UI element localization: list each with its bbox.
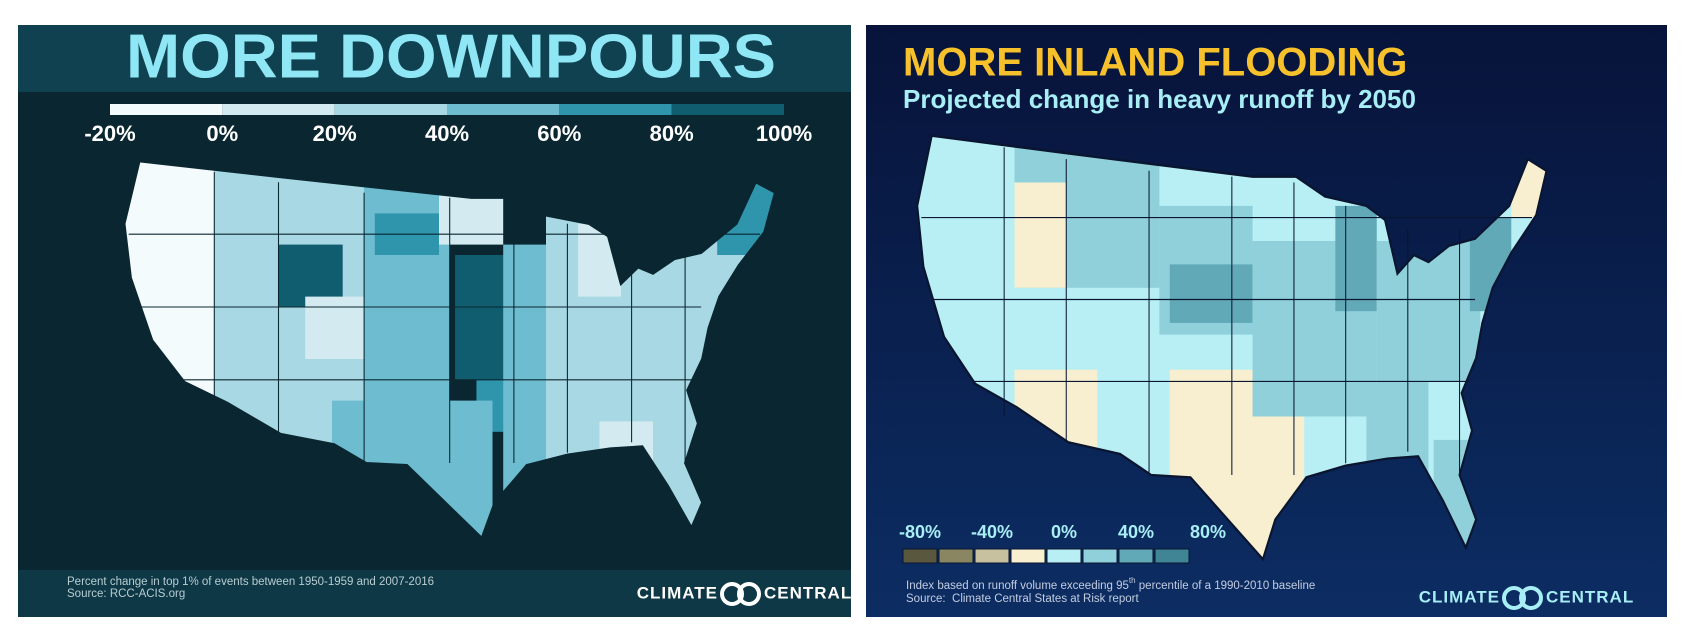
footnote: Index based on runoff volume exceeding 9… bbox=[906, 576, 1315, 592]
legend: -20% 0% 20% 40% 60% 80% 100% bbox=[84, 104, 812, 146]
footnote: Percent change in top 1% of events betwe… bbox=[67, 576, 434, 588]
legend-swatch bbox=[1046, 548, 1082, 564]
legend-swatch bbox=[1082, 548, 1118, 564]
legend-swatch bbox=[1118, 548, 1154, 564]
title: MORE DOWNPOURS bbox=[126, 25, 776, 91]
footnote-superscript: th bbox=[1129, 576, 1136, 585]
legend-label: 0% bbox=[206, 121, 238, 146]
footer-band bbox=[18, 570, 851, 617]
title: MORE INLAND FLOODING bbox=[903, 41, 1407, 85]
legend-label: 0% bbox=[1051, 522, 1077, 542]
logo-left: CLIMATE bbox=[637, 583, 718, 602]
downpours-panel: MORE DOWNPOURS -20% 0% 20% 40% 60% 80% 100% P bbox=[18, 25, 851, 617]
legend-label: 40% bbox=[425, 121, 469, 146]
legend-swatch bbox=[559, 104, 672, 115]
legend-label: 100% bbox=[756, 121, 812, 146]
legend-label: 80% bbox=[1190, 522, 1226, 542]
footnote-text: Index based on runoff volume exceeding 9… bbox=[906, 580, 1129, 592]
legend-label: 60% bbox=[537, 121, 581, 146]
logo-right: CENTRAL bbox=[764, 583, 851, 602]
legend-label: 80% bbox=[650, 121, 694, 146]
title-band bbox=[18, 25, 851, 92]
legend-swatch bbox=[938, 548, 974, 564]
legend: -80% -40% 0% 40% 80% bbox=[899, 522, 1226, 564]
legend-label: -20% bbox=[84, 121, 135, 146]
flooding-panel: MORE INLAND FLOODING Projected change in… bbox=[866, 25, 1667, 617]
legend-swatch bbox=[671, 104, 784, 115]
legend-swatch bbox=[1010, 548, 1046, 564]
legend-swatch bbox=[222, 104, 335, 115]
logo: CLIMATE CENTRAL bbox=[637, 582, 851, 606]
logo-ring bbox=[1502, 586, 1526, 610]
legend-label: -80% bbox=[899, 522, 941, 542]
logo-ring bbox=[737, 582, 761, 606]
legend-swatch bbox=[974, 548, 1010, 564]
footnote-text: percentile of a 1990-2010 baseline bbox=[1136, 580, 1316, 592]
source: Source: RCC-ACIS.org bbox=[67, 588, 185, 600]
source: Source: Climate Central States at Risk r… bbox=[906, 593, 1139, 605]
logo-ring bbox=[720, 582, 744, 606]
subtitle: Projected change in heavy runoff by 2050 bbox=[903, 84, 1416, 114]
logo: CLIMATE CENTRAL bbox=[1419, 586, 1634, 610]
legend-label: -40% bbox=[971, 522, 1013, 542]
legend-label: 40% bbox=[1118, 522, 1154, 542]
logo-left: CLIMATE bbox=[1419, 587, 1500, 606]
legend-swatch bbox=[902, 548, 938, 564]
logo-right: CENTRAL bbox=[1546, 587, 1634, 606]
legend-swatch bbox=[110, 104, 223, 115]
legend-swatch bbox=[447, 104, 560, 115]
legend-swatch bbox=[1154, 548, 1190, 564]
legend-label: 20% bbox=[313, 121, 357, 146]
logo-ring bbox=[1519, 586, 1543, 610]
legend-swatch bbox=[334, 104, 447, 115]
